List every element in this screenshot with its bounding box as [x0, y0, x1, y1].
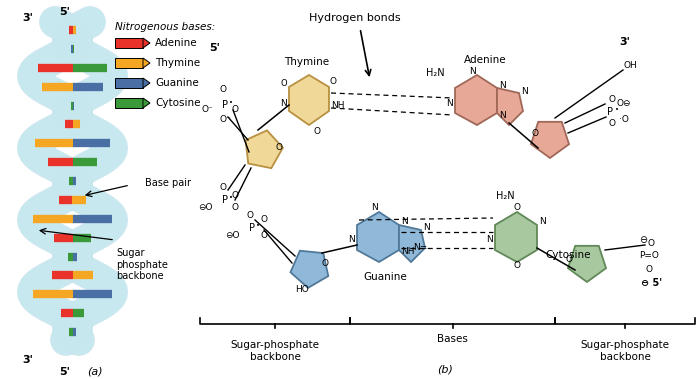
Polygon shape — [143, 38, 150, 48]
Text: O: O — [314, 127, 321, 136]
Text: Base pair: Base pair — [145, 178, 191, 188]
Text: O: O — [232, 191, 239, 199]
Polygon shape — [290, 251, 328, 288]
Text: O: O — [220, 183, 227, 193]
Text: N: N — [539, 218, 546, 227]
Polygon shape — [357, 212, 399, 262]
Text: 5': 5' — [209, 43, 220, 53]
Text: N: N — [447, 99, 453, 108]
Text: ⊖O: ⊖O — [225, 232, 240, 241]
Polygon shape — [399, 225, 425, 262]
Text: Thymine: Thymine — [155, 58, 200, 68]
Polygon shape — [531, 122, 569, 158]
Text: Guanine: Guanine — [155, 78, 199, 88]
Polygon shape — [143, 58, 150, 68]
Text: 5': 5' — [60, 7, 71, 17]
Text: N: N — [521, 86, 528, 96]
Text: O: O — [281, 78, 287, 88]
Text: Guanine: Guanine — [363, 272, 407, 282]
Text: 3': 3' — [22, 355, 34, 365]
Text: O: O — [329, 77, 336, 86]
Text: N: N — [349, 235, 355, 244]
Text: N: N — [470, 66, 477, 75]
Text: Hydrogen bonds: Hydrogen bonds — [309, 13, 401, 23]
Text: H₂N: H₂N — [496, 191, 514, 201]
Text: ⊖ 5': ⊖ 5' — [641, 278, 662, 288]
Text: P=O: P=O — [639, 251, 659, 260]
Text: O⊖: O⊖ — [617, 100, 631, 108]
Bar — [115, 38, 143, 48]
Text: O: O — [322, 258, 329, 268]
Text: O⁻: O⁻ — [202, 105, 213, 114]
Text: ⊖O: ⊖O — [199, 204, 213, 213]
Text: 3': 3' — [620, 37, 631, 47]
Text: OH: OH — [623, 61, 637, 69]
Text: O: O — [514, 262, 521, 271]
Text: Bases: Bases — [437, 334, 468, 344]
Text: P: P — [222, 195, 228, 205]
Text: ·O: ·O — [619, 116, 629, 124]
Text: N: N — [372, 204, 379, 213]
Text: ⊖: ⊖ — [639, 235, 647, 245]
Text: O: O — [246, 211, 253, 221]
Text: Nitrogenous bases:: Nitrogenous bases: — [115, 22, 216, 32]
Text: N: N — [401, 218, 407, 227]
Polygon shape — [568, 246, 606, 282]
Text: •: • — [229, 100, 233, 106]
Text: NH: NH — [401, 247, 414, 257]
Text: Sugar-phosphate
backbone: Sugar-phosphate backbone — [230, 340, 319, 362]
Text: O: O — [232, 204, 239, 213]
Text: N=: N= — [413, 243, 427, 252]
Text: O: O — [648, 238, 654, 247]
Text: P: P — [607, 107, 613, 117]
Text: O: O — [531, 128, 538, 138]
Text: O: O — [514, 204, 521, 213]
Text: Cytosine: Cytosine — [545, 250, 591, 260]
Text: •: • — [256, 223, 260, 229]
Text: 3': 3' — [22, 13, 34, 23]
Polygon shape — [143, 98, 150, 108]
Text: 5': 5' — [60, 367, 71, 377]
Text: (b): (b) — [437, 365, 453, 375]
Text: O⁻: O⁻ — [219, 116, 231, 124]
Text: N: N — [499, 111, 505, 119]
Text: Adenine: Adenine — [463, 55, 506, 65]
Text: Thymine: Thymine — [284, 57, 330, 67]
Text: Sugar-phosphate
backbone: Sugar-phosphate backbone — [580, 340, 669, 362]
Text: N: N — [423, 224, 430, 232]
Text: Sugar
phosphate
backbone: Sugar phosphate backbone — [116, 248, 168, 281]
Polygon shape — [289, 75, 329, 125]
Text: O: O — [645, 265, 652, 274]
Polygon shape — [495, 212, 537, 262]
Polygon shape — [143, 78, 150, 88]
Text: (a): (a) — [88, 367, 103, 377]
Text: N: N — [280, 99, 287, 108]
Text: N: N — [499, 80, 505, 89]
Text: O: O — [608, 96, 615, 105]
Text: O: O — [260, 216, 267, 224]
Text: N: N — [486, 235, 493, 244]
Text: O: O — [275, 143, 282, 152]
Text: O: O — [232, 105, 239, 114]
Bar — [115, 58, 143, 68]
Text: •: • — [229, 195, 233, 201]
Text: O: O — [260, 232, 267, 241]
Text: H₂N: H₂N — [426, 68, 445, 78]
Polygon shape — [246, 130, 283, 168]
Text: Adenine: Adenine — [155, 38, 197, 48]
Text: O: O — [220, 86, 227, 94]
Polygon shape — [455, 75, 497, 125]
Text: HO: HO — [295, 285, 309, 294]
Text: NH: NH — [331, 100, 344, 110]
Text: P: P — [249, 223, 255, 233]
Text: Cytosine: Cytosine — [155, 98, 200, 108]
Text: O: O — [608, 119, 615, 128]
Bar — [115, 78, 143, 88]
Bar — [115, 98, 143, 108]
Text: O: O — [566, 255, 573, 263]
Text: P: P — [222, 100, 228, 110]
Text: •: • — [615, 107, 619, 113]
Polygon shape — [497, 88, 523, 125]
